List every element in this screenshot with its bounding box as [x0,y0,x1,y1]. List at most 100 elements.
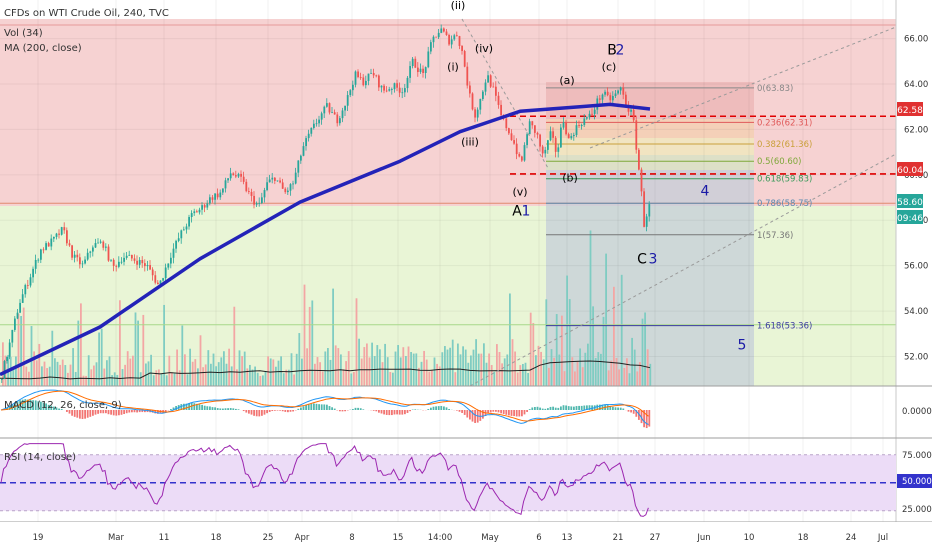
candle-body [334,112,336,114]
volume-bar [475,339,477,386]
candle-body [542,147,544,154]
volume-bar [171,372,173,386]
candle-body [48,243,50,246]
macd-histogram-bar [633,410,635,414]
macd-histogram-bar [165,410,167,412]
volume-bar [62,360,64,386]
volume-bar [57,362,59,386]
volume-bar [452,340,454,386]
volume-bar [358,339,360,386]
candle-body [277,180,279,181]
volume-bar [265,371,267,386]
candle-body [209,197,211,203]
volume-bar [587,344,589,386]
candle-body [180,230,182,238]
volume-bar [634,350,636,386]
candle-body [32,269,34,277]
fib-level-label: 0(63.83) [757,84,793,94]
volume-bar [621,275,623,386]
macd-histogram-bar [193,403,195,410]
candle-body [544,150,546,154]
fib-level-label: 0.382(61.36) [757,140,812,150]
macd-histogram-bar [394,410,396,414]
macd-histogram-bar [383,410,385,414]
candle-body [53,237,55,239]
macd-histogram-bar [518,410,520,416]
candle-body [139,260,141,265]
candle-body [282,182,284,188]
wave-label: 3 [649,251,658,267]
macd-histogram-bar [440,406,442,410]
candle-body [240,174,242,177]
volume-bar [376,345,378,386]
candle-body [214,194,216,200]
volume-bar [566,276,568,386]
volume-bar [551,349,553,386]
wave-label: (i) [447,60,459,73]
last-price-badge: 58.60 [897,194,923,208]
macd-histogram-bar [628,410,630,412]
volume-bar [197,368,199,386]
candle-body [479,99,481,110]
volume-bar [517,373,519,386]
candle-body [269,179,271,182]
macd-histogram-bar [459,410,461,412]
volume-bar [374,356,376,386]
candle-body [11,330,13,343]
macd-histogram-bar [464,410,466,415]
volume-bar [337,348,339,386]
macd-histogram-bar [82,410,84,419]
volume-bar [257,373,259,386]
macd-histogram-bar [550,407,552,410]
candle-body [485,83,487,92]
volume-bar [200,335,202,386]
candle-body [414,59,416,68]
candle-body [284,189,286,192]
volume-bar [296,354,298,386]
volume-bar [259,376,261,386]
candle-body [594,110,596,114]
candle-body [110,260,112,261]
volume-bar [473,350,475,386]
macd-histogram-bar [570,406,572,410]
volume-bar [561,316,563,386]
volume-bar [582,367,584,386]
candle-body [199,210,201,213]
candle-body [422,69,424,73]
candle-body [365,81,367,85]
time-tick-label: Apr [295,533,310,543]
macd-histogram-bar [292,410,294,411]
macd-histogram-bar [251,410,253,415]
time-tick-label: 15 [393,533,404,543]
candle-body [508,128,510,133]
candle-body [638,150,640,170]
candle-body [100,242,102,243]
macd-histogram-bar [524,410,526,414]
volume-bar [85,376,87,386]
candle-body [477,110,479,118]
candle-body [607,92,609,95]
time-axis[interactable] [0,522,932,550]
candle-body [583,119,585,125]
candle-body [136,261,138,265]
candle-body [27,285,29,286]
volume-bar [457,344,459,386]
candle-body [326,103,328,107]
candle-body [222,188,224,192]
candle-body [102,242,104,248]
macd-histogram-bar [274,410,276,411]
candle-body [516,144,518,154]
volume-bar [103,369,105,386]
candle-body [368,74,370,81]
time-tick-label: 18 [798,533,809,543]
time-tick-label: 21 [613,533,624,543]
countdown-badge: 09:46 [897,210,923,224]
macd-histogram-bar [326,405,328,410]
volume-bar [262,375,264,386]
wave-label: 2 [616,42,625,58]
macd-histogram-bar [266,410,268,413]
candle-body [43,249,45,250]
volume-bar [460,354,462,386]
candle-body [157,283,159,284]
